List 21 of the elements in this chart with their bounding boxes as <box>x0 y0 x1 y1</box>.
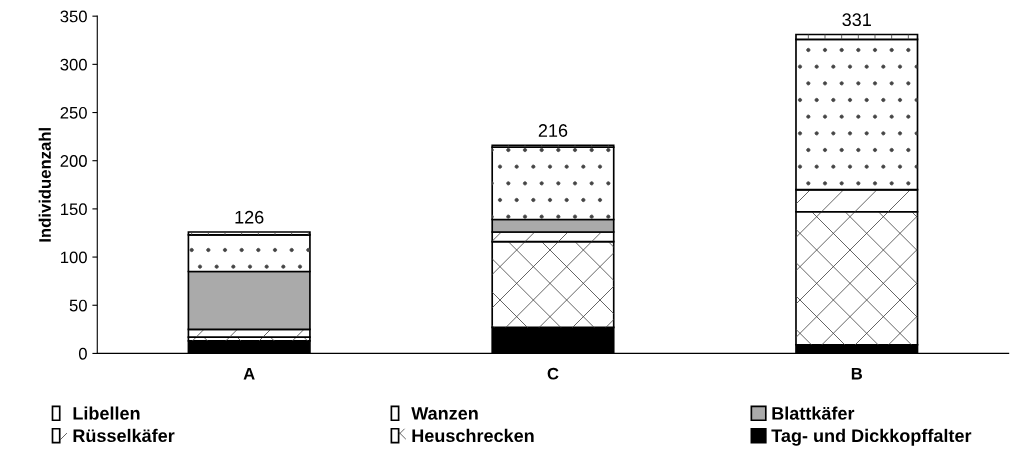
y-tick-label: 150 <box>61 203 87 216</box>
x-tick-label: B <box>851 367 863 380</box>
x-tick-label: A <box>243 367 255 380</box>
y-tick-label: 250 <box>60 106 87 119</box>
y-tick-label: 200 <box>60 155 87 167</box>
y-tick-label: 350 <box>60 10 87 23</box>
x-tick-label: C <box>547 367 559 380</box>
legend-label: Blattkäfer <box>772 406 855 420</box>
y-tick-label: 0 <box>78 347 87 360</box>
legend-label: Libellen <box>73 406 140 420</box>
legend-label: Heuschrecken <box>412 428 534 443</box>
y-tick-label: 300 <box>60 58 87 71</box>
y-axis-title: Individuenzahl <box>38 128 51 242</box>
y-tick-label: 100 <box>61 251 87 264</box>
legend-label: Wanzen <box>411 407 478 420</box>
total-label: 126 <box>235 210 264 224</box>
y-tick-label: 50 <box>69 299 87 312</box>
legend-label: Tag- und Dickkopffalter <box>771 428 972 446</box>
total-label: 331 <box>842 13 871 27</box>
total-label: 216 <box>538 124 568 137</box>
legend-label: Rüsselkäfer <box>73 428 175 443</box>
